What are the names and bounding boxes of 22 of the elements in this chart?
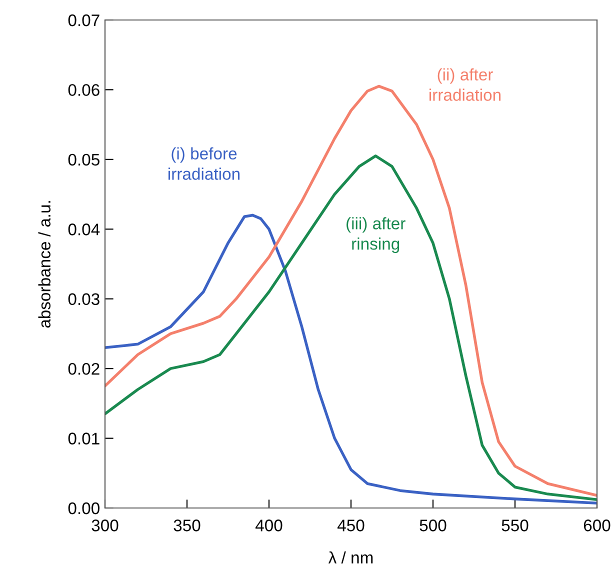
y-tick-label: 0.05 (68, 154, 100, 166)
y-tick-label: 0.07 (68, 14, 100, 26)
y-axis-title: absorbance / a.u. (38, 201, 51, 328)
x-tick-label: 300 (92, 520, 118, 532)
x-tick-label: 400 (255, 520, 282, 532)
x-tick-label: 350 (174, 520, 200, 532)
series-label: (ii) after irradiation (430, 68, 501, 101)
text: (i) before irradiation (168, 147, 240, 180)
y-tick-label: 0.00 (68, 502, 100, 514)
x-tick-label: 600 (584, 520, 610, 532)
x-tick-label: 500 (420, 520, 446, 532)
y-tick-label: 0.06 (68, 84, 100, 96)
line-series (105, 214, 597, 505)
x-tick-label: 450 (337, 520, 364, 532)
y-tick-label: 0.04 (68, 224, 100, 236)
y-tick-label: 0.02 (68, 362, 100, 375)
x-axis-title: λ / nm (328, 551, 373, 564)
y-tick-label: 0.03 (68, 293, 100, 306)
line-series (105, 84, 597, 497)
y-tick-label: 0.01 (68, 432, 100, 444)
series-label: (iii) after rinsing (346, 217, 406, 254)
x-tick-label: 550 (502, 520, 528, 532)
